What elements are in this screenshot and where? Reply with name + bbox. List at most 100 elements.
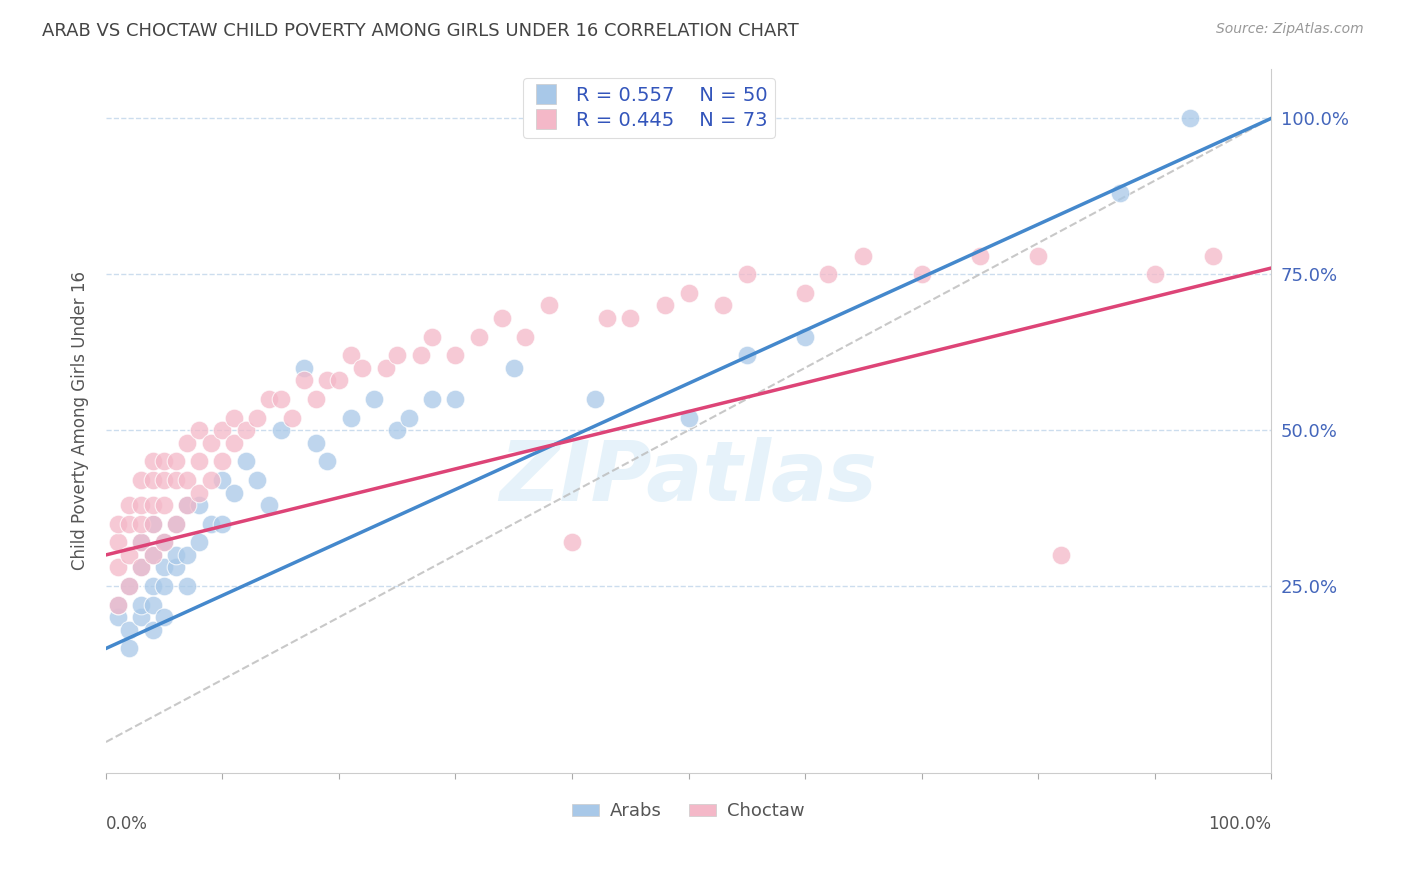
Point xyxy=(1108,186,1130,201)
Point xyxy=(153,535,176,549)
Point xyxy=(165,516,187,531)
Point xyxy=(188,485,211,500)
Point xyxy=(363,392,385,406)
Legend: Arabs, Choctaw: Arabs, Choctaw xyxy=(565,795,811,828)
Point xyxy=(1143,268,1166,282)
Point xyxy=(141,579,163,593)
Point xyxy=(1026,249,1049,263)
Point xyxy=(969,249,991,263)
Text: 0.0%: 0.0% xyxy=(105,815,148,833)
Point xyxy=(339,410,361,425)
Point xyxy=(735,268,758,282)
Point xyxy=(165,473,187,487)
Point xyxy=(153,610,176,624)
Point xyxy=(188,423,211,437)
Point xyxy=(153,454,176,468)
Point xyxy=(246,473,269,487)
Point xyxy=(153,560,176,574)
Point xyxy=(107,560,129,574)
Point xyxy=(129,560,152,574)
Point xyxy=(235,423,257,437)
Point xyxy=(409,348,432,362)
Point xyxy=(118,548,141,562)
Y-axis label: Child Poverty Among Girls Under 16: Child Poverty Among Girls Under 16 xyxy=(72,271,89,570)
Point xyxy=(141,623,163,637)
Point xyxy=(678,410,700,425)
Point xyxy=(387,423,409,437)
Point xyxy=(246,410,269,425)
Point xyxy=(735,348,758,362)
Point xyxy=(1202,249,1225,263)
Point xyxy=(107,535,129,549)
Point xyxy=(654,298,676,312)
Point xyxy=(304,435,326,450)
Point xyxy=(257,498,280,512)
Point xyxy=(304,392,326,406)
Point xyxy=(200,473,222,487)
Point xyxy=(1178,112,1201,126)
Point xyxy=(118,498,141,512)
Point xyxy=(420,392,443,406)
Point xyxy=(107,610,129,624)
Point xyxy=(222,435,245,450)
Point xyxy=(141,548,163,562)
Point xyxy=(444,348,467,362)
Point xyxy=(515,329,537,343)
Point xyxy=(118,641,141,656)
Point xyxy=(141,516,163,531)
Point xyxy=(141,598,163,612)
Text: 100.0%: 100.0% xyxy=(1208,815,1271,833)
Point xyxy=(316,454,339,468)
Point xyxy=(583,392,606,406)
Point xyxy=(211,423,233,437)
Point xyxy=(537,298,560,312)
Point xyxy=(817,268,839,282)
Point xyxy=(129,473,152,487)
Point xyxy=(491,310,513,325)
Point xyxy=(141,516,163,531)
Point xyxy=(270,423,292,437)
Point xyxy=(188,454,211,468)
Point xyxy=(176,435,198,450)
Point xyxy=(561,535,583,549)
Point xyxy=(165,548,187,562)
Point xyxy=(129,560,152,574)
Point xyxy=(107,598,129,612)
Point xyxy=(292,373,315,387)
Point xyxy=(596,310,619,325)
Point xyxy=(200,516,222,531)
Point xyxy=(257,392,280,406)
Point xyxy=(502,360,524,375)
Point xyxy=(292,360,315,375)
Point xyxy=(328,373,350,387)
Point xyxy=(129,498,152,512)
Point xyxy=(794,329,817,343)
Text: ARAB VS CHOCTAW CHILD POVERTY AMONG GIRLS UNDER 16 CORRELATION CHART: ARAB VS CHOCTAW CHILD POVERTY AMONG GIRL… xyxy=(42,22,799,40)
Point xyxy=(141,498,163,512)
Point xyxy=(141,454,163,468)
Point xyxy=(118,579,141,593)
Point xyxy=(398,410,420,425)
Point xyxy=(153,473,176,487)
Point xyxy=(176,498,198,512)
Point xyxy=(176,498,198,512)
Point xyxy=(129,598,152,612)
Text: ZIPatlas: ZIPatlas xyxy=(499,437,877,517)
Point xyxy=(188,535,211,549)
Point xyxy=(176,473,198,487)
Point xyxy=(165,454,187,468)
Point xyxy=(129,516,152,531)
Point xyxy=(852,249,875,263)
Point xyxy=(444,392,467,406)
Point xyxy=(176,579,198,593)
Point xyxy=(211,516,233,531)
Point xyxy=(118,623,141,637)
Point xyxy=(165,560,187,574)
Point xyxy=(270,392,292,406)
Point xyxy=(107,598,129,612)
Text: Source: ZipAtlas.com: Source: ZipAtlas.com xyxy=(1216,22,1364,37)
Point xyxy=(339,348,361,362)
Point xyxy=(176,548,198,562)
Point xyxy=(211,454,233,468)
Point xyxy=(222,410,245,425)
